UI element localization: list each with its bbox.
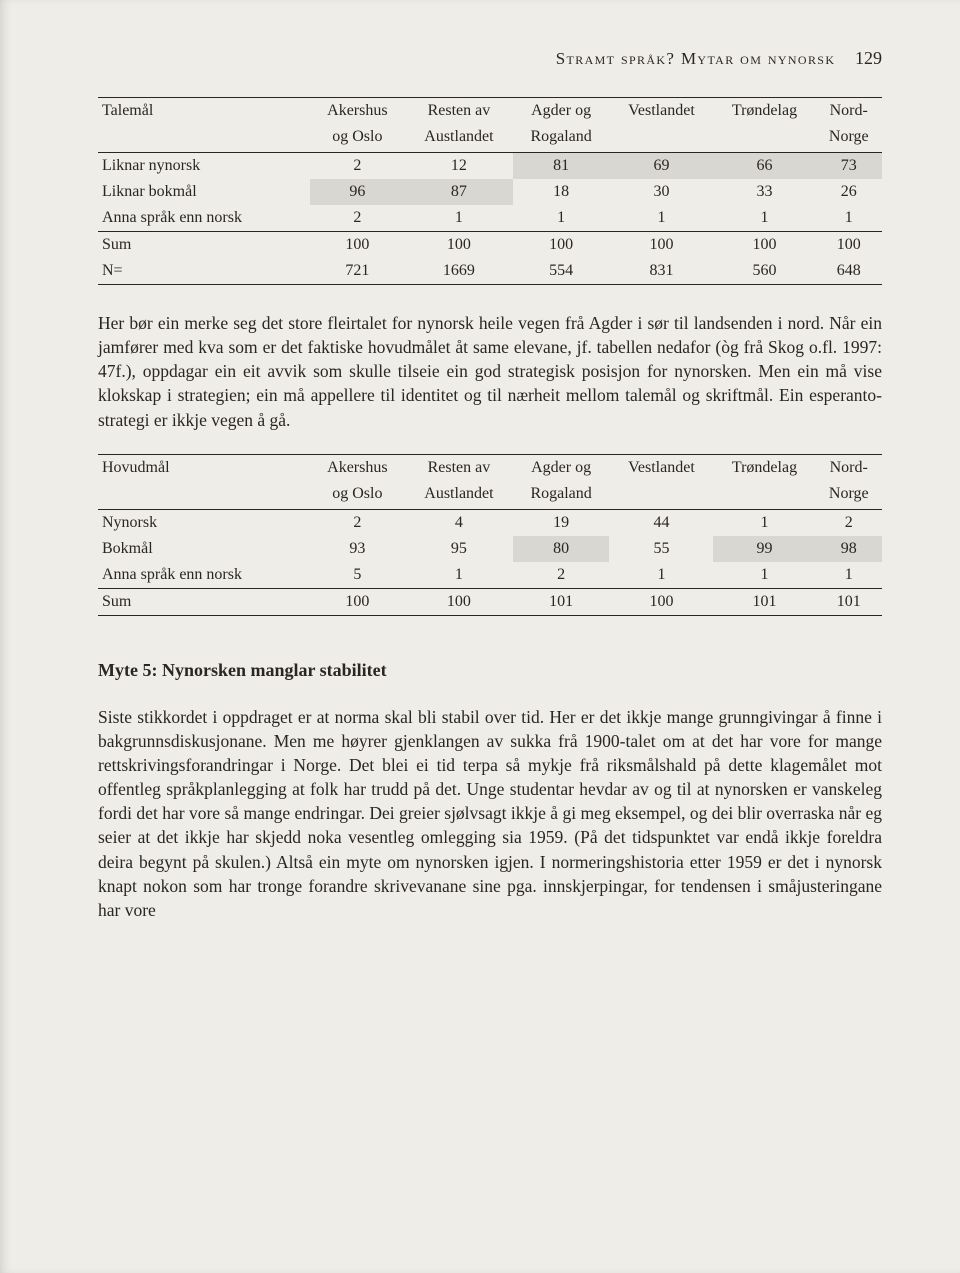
col-h: Vestlandet <box>609 98 713 125</box>
cell: 554 <box>513 258 610 285</box>
cell: 2 <box>310 153 405 180</box>
cell: 1 <box>609 562 713 589</box>
col-h2 <box>609 481 713 510</box>
col-h: Trøndelag <box>713 98 815 125</box>
cell: 33 <box>713 179 815 205</box>
col-h: Agder og <box>513 454 610 481</box>
cell: 100 <box>609 588 713 615</box>
page: Stramt språk? Mytar om nynorsk 129 Talem… <box>0 0 960 1273</box>
cell: 66 <box>713 153 815 180</box>
cell: 1 <box>405 205 513 232</box>
col-h: Trøndelag <box>713 454 815 481</box>
row-label: Liknar bokmål <box>98 179 310 205</box>
cell: 100 <box>310 588 405 615</box>
cell: 87 <box>405 179 513 205</box>
cell: 831 <box>609 258 713 285</box>
col-h: Vestlandet <box>609 454 713 481</box>
cell: 101 <box>815 588 882 615</box>
cell: 55 <box>609 536 713 562</box>
col-h: Akershus <box>310 98 405 125</box>
cell: 26 <box>815 179 882 205</box>
cell: 101 <box>713 588 815 615</box>
cell: 80 <box>513 536 610 562</box>
col-h2: Austlandet <box>405 481 513 510</box>
cell: 81 <box>513 153 610 180</box>
col-h: Nord- <box>815 454 882 481</box>
col-h: Agder og <box>513 98 610 125</box>
cell: 1 <box>609 205 713 232</box>
col-h2: Rogaland <box>513 481 610 510</box>
col-h2 <box>713 124 815 153</box>
cell: 1 <box>815 205 882 232</box>
cell: 100 <box>713 232 815 259</box>
col-h2 <box>713 481 815 510</box>
col-h2: og Oslo <box>310 481 405 510</box>
running-title: Stramt språk? Mytar om nynorsk <box>556 49 836 68</box>
row-label: Bokmål <box>98 536 310 562</box>
col-h2: Norge <box>815 124 882 153</box>
cell: 99 <box>713 536 815 562</box>
table-hovudmal: Hovudmål Akershus Resten av Agder og Ves… <box>98 454 882 616</box>
col-h2: Austlandet <box>405 124 513 153</box>
cell: 100 <box>310 232 405 259</box>
cell: 1 <box>713 205 815 232</box>
cell: 19 <box>513 509 610 536</box>
col-label: Hovudmål <box>98 454 310 481</box>
cell: 2 <box>310 509 405 536</box>
row-label: Anna språk enn norsk <box>98 205 310 232</box>
col-label: Talemål <box>98 98 310 125</box>
cell: 93 <box>310 536 405 562</box>
col-h2 <box>609 124 713 153</box>
row-label: N= <box>98 258 310 285</box>
cell: 12 <box>405 153 513 180</box>
cell: 1 <box>815 562 882 589</box>
row-label: Sum <box>98 588 310 615</box>
table-talemal: Talemål Akershus Resten av Agder og Vest… <box>98 97 882 285</box>
cell: 18 <box>513 179 610 205</box>
cell: 1 <box>713 562 815 589</box>
cell: 648 <box>815 258 882 285</box>
running-head: Stramt språk? Mytar om nynorsk 129 <box>98 48 882 69</box>
cell: 1 <box>713 509 815 536</box>
cell: 96 <box>310 179 405 205</box>
cell: 100 <box>405 232 513 259</box>
cell: 560 <box>713 258 815 285</box>
paragraph-2: Siste stikkordet i oppdraget er at norma… <box>98 705 882 922</box>
row-label: Sum <box>98 232 310 259</box>
page-number: 129 <box>855 48 882 68</box>
cell: 73 <box>815 153 882 180</box>
cell: 98 <box>815 536 882 562</box>
cell: 2 <box>310 205 405 232</box>
col-h2: Rogaland <box>513 124 610 153</box>
row-label: Nynorsk <box>98 509 310 536</box>
cell: 2 <box>815 509 882 536</box>
cell: 1 <box>513 205 610 232</box>
cell: 95 <box>405 536 513 562</box>
cell: 4 <box>405 509 513 536</box>
col-h: Akershus <box>310 454 405 481</box>
row-label: Liknar nynorsk <box>98 153 310 180</box>
cell: 2 <box>513 562 610 589</box>
col-h: Nord- <box>815 98 882 125</box>
cell: 44 <box>609 509 713 536</box>
cell: 100 <box>609 232 713 259</box>
cell: 100 <box>513 232 610 259</box>
cell: 101 <box>513 588 610 615</box>
col-h2: og Oslo <box>310 124 405 153</box>
cell: 69 <box>609 153 713 180</box>
row-label: Anna språk enn norsk <box>98 562 310 589</box>
cell: 100 <box>405 588 513 615</box>
cell: 1669 <box>405 258 513 285</box>
col-h: Resten av <box>405 454 513 481</box>
cell: 721 <box>310 258 405 285</box>
paragraph-1: Her bør ein merke seg det store fleirtal… <box>98 311 882 432</box>
cell: 30 <box>609 179 713 205</box>
col-h2: Norge <box>815 481 882 510</box>
col-h: Resten av <box>405 98 513 125</box>
cell: 5 <box>310 562 405 589</box>
heading-myte5: Myte 5: Nynorsken manglar stabilitet <box>98 660 882 681</box>
cell: 100 <box>815 232 882 259</box>
cell: 1 <box>405 562 513 589</box>
